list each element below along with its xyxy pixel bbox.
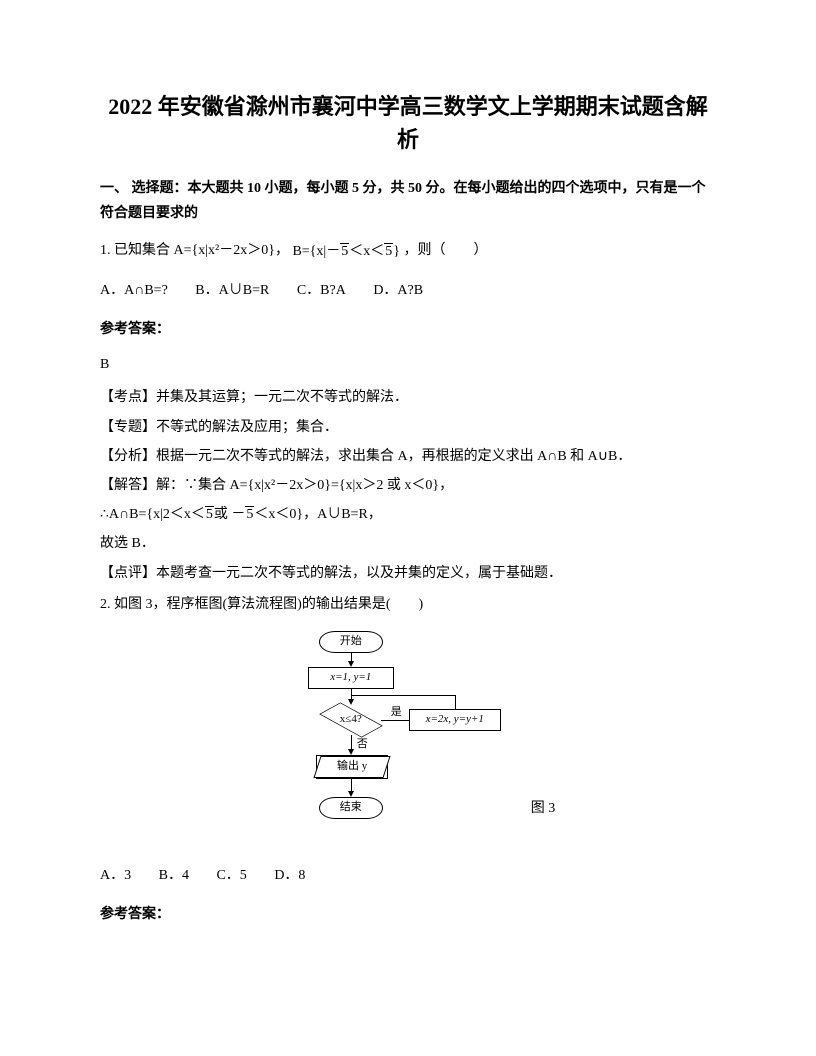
q1-dianping: 【点评】本题考查一元二次不等式的解法，以及并集的定义，属于基础题． — [100, 561, 716, 586]
q2-options: A．3 B．4 C．5 D．8 — [100, 863, 716, 888]
q1-zhuanti: 【专题】不等式的解法及应用；集合． — [100, 415, 716, 440]
q2-option-b: B．4 — [159, 863, 189, 888]
q1-suffix: ，则（ ） — [403, 243, 487, 258]
fc-output: 输出 y — [316, 755, 388, 779]
fc-init: x=1, y=1 — [308, 667, 394, 689]
q1-jieda-2c: ＜x＜0}，A∪B=R， — [254, 507, 381, 522]
fc-start: 开始 — [319, 631, 383, 653]
fc-output-text: 输出 y — [337, 757, 367, 777]
q1-answer-label: 参考答案： — [100, 317, 716, 342]
q2-answer-label: 参考答案： — [100, 902, 716, 927]
q1-jieda-2: ∴A∩B={x|2＜x＜5或 －5＜x＜0}，A∪B=R， — [100, 502, 716, 527]
fc-cond: x≤4? — [321, 705, 381, 735]
q1-jieda-3: 故选 B． — [100, 531, 716, 556]
flowchart-caption: 图 3 — [531, 796, 556, 821]
flowchart: 开始 x=1, y=1 x≤4? 是 x=2x, y=y+1 否 输出 y — [261, 631, 501, 851]
q1-kaodian: 【考点】并集及其运算；一元二次不等式的解法． — [100, 385, 716, 410]
section-header: 一、 选择题：本大题共 10 小题，每小题 5 分，共 50 分。在每小题给出的… — [100, 176, 716, 226]
q1-answer: B — [100, 352, 716, 377]
q1-prefix: 1. 已知集合 A={x|x²－2x＞0}， — [100, 243, 289, 258]
fc-cond-text: x≤4? — [340, 710, 362, 730]
fc-no-label: 否 — [357, 735, 368, 755]
fc-end: 结束 — [319, 797, 383, 819]
sqrt5-icon: 5 — [205, 502, 214, 527]
fc-update: x=2x, y=y+1 — [409, 709, 501, 731]
q1-jieda-2b: 或 － — [214, 507, 246, 522]
q1-option-b: B．A∪B=R — [195, 278, 269, 303]
fc-loop-1 — [455, 695, 456, 709]
q1-option-d: D．A?B — [373, 278, 423, 303]
q1-fenxi: 【分析】根据一元二次不等式的解法，求出集合 A，再根据的定义求出 A∩B 和 A… — [100, 444, 716, 469]
q1-jieda-2a: ∴A∩B={x|2＜x＜ — [100, 507, 205, 522]
question-2: 2. 如图 3，程序框图(算法流程图)的输出结果是( ) — [100, 592, 716, 617]
q2-option-d: D．8 — [274, 863, 305, 888]
q1-options: A．A∩B=? B．A∪B=R C．B?A D．A?B — [100, 278, 716, 303]
question-1: 1. 已知集合 A={x|x²－2x＞0}， B={x|－5＜x＜5} ，则（ … — [100, 238, 716, 263]
q1-option-c: C．B?A — [297, 278, 346, 303]
fc-loop-2 — [351, 695, 455, 696]
flowchart-container: 开始 x=1, y=1 x≤4? 是 x=2x, y=y+1 否 输出 y — [100, 631, 716, 851]
fc-yes-label: 是 — [391, 703, 402, 723]
q2-option-a: A．3 — [100, 863, 131, 888]
q1-jieda-1: 【解答】解：∵集合 A={x|x²－2x＞0}={x|x＞2 或 x＜0}， — [100, 473, 716, 498]
q1-set-b: B={x|－5＜x＜5} — [292, 239, 400, 264]
q2-option-c: C．5 — [216, 863, 246, 888]
exam-title: 2022 年安徽省滁州市襄河中学高三数学文上学期期末试题含解析 — [100, 90, 716, 156]
q1-option-a: A．A∩B=? — [100, 278, 168, 303]
